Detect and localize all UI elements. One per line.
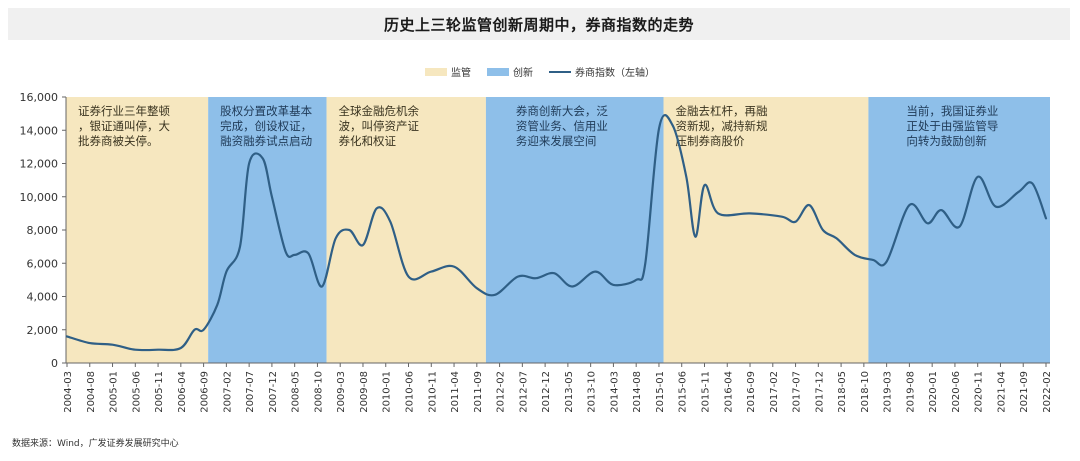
legend-label: 监管 — [451, 68, 471, 79]
regulation-band — [66, 97, 209, 363]
x-tick-label: 2017-07 — [792, 371, 803, 413]
x-tick-label: 2011-09 — [473, 371, 484, 413]
legend-item-regulation: 监管 — [425, 64, 471, 79]
x-tick-label: 2013-10 — [587, 371, 598, 413]
x-tick-label: 2012-07 — [518, 371, 529, 413]
x-tick-label: 2007-12 — [268, 371, 279, 413]
line-chart: 证券行业三年整顿，银证通叫停，大批券商被关停。 股权分置改革基本完成，创设权证，融… — [20, 91, 1054, 413]
chart-title-bar: 历史上三轮监管创新周期中，券商指数的走势 — [8, 8, 1070, 40]
legend-item-index: 券商指数（左轴） — [549, 64, 655, 79]
x-tick-label: 2012-02 — [496, 371, 507, 413]
x-tick-label: 2015-01 — [655, 371, 666, 413]
y-tick-label: 6,000 — [27, 257, 59, 270]
legend-item-innovation: 创新 — [487, 64, 533, 79]
innovation-band — [208, 97, 327, 363]
x-tick-label: 2010-11 — [427, 371, 438, 413]
period-bands — [66, 97, 1050, 363]
innovation-band — [485, 97, 664, 363]
y-tick-label: 10,000 — [20, 191, 59, 204]
y-tick-label: 4,000 — [27, 291, 59, 304]
period-note: 股权分置改革基本完成，创设权证，融资融券试点启动 — [220, 104, 312, 148]
x-tick-label: 2016-04 — [723, 371, 734, 413]
y-tick-label: 16,000 — [20, 91, 59, 104]
chart-legend: 监管 创新 券商指数（左轴） — [0, 64, 1080, 79]
x-tick-label: 2017-02 — [769, 371, 780, 413]
x-tick-label: 2004-08 — [86, 371, 97, 413]
x-tick-label: 2017-12 — [814, 371, 825, 413]
y-tick-label: 8,000 — [27, 224, 59, 237]
regulation-swatch-icon — [425, 67, 447, 76]
x-tick-label: 2019-08 — [905, 371, 916, 413]
x-tick-label: 2012-12 — [541, 371, 552, 413]
period-note: 证券行业三年整顿，银证通叫停，大批券商被关停。 — [78, 104, 170, 148]
x-tick-label: 2006-09 — [200, 371, 211, 413]
period-note: 券商创新大会，泛资管业务、信用业务迎来发展空间 — [516, 104, 608, 148]
x-tick-label: 2007-07 — [245, 371, 256, 413]
x-tick-label: 2018-10 — [860, 371, 871, 413]
legend-label: 券商指数（左轴） — [575, 68, 655, 79]
x-tick-label: 2021-09 — [1019, 371, 1030, 413]
broker-index-line — [65, 114, 1048, 352]
x-tick-label: 2021-04 — [996, 371, 1007, 413]
x-tick-label: 2020-06 — [951, 371, 962, 413]
x-tick-label: 2006-04 — [177, 371, 188, 413]
x-tick-label: 2013-05 — [564, 371, 575, 413]
axes: 0 2,000 4,000 6,000 8,000 10,000 12,000 14,000 1… — [20, 91, 1054, 413]
y-tick-label: 12,000 — [20, 158, 59, 171]
chart-title: 历史上三轮监管创新周期中，券商指数的走势 — [383, 15, 694, 34]
x-tick-label: 2019-03 — [883, 371, 894, 413]
x-tick-label: 2016-09 — [746, 371, 757, 413]
x-tick-label: 2014-03 — [609, 371, 620, 413]
y-tick-label: 0 — [51, 357, 58, 370]
x-tick-label: 2005-01 — [109, 371, 120, 413]
x-tick-label: 2010-01 — [382, 371, 393, 413]
x-tick-label: 2004-03 — [63, 371, 74, 413]
x-tick-label: 2009-08 — [359, 371, 370, 413]
x-tick-label: 2005-06 — [131, 371, 142, 413]
x-tick-label: 2011-04 — [450, 371, 461, 413]
x-tick-label: 2020-01 — [928, 371, 939, 413]
legend-label: 创新 — [513, 68, 533, 79]
data-source-note: 数据来源：Wind，广发证券发展研究中心 — [12, 439, 179, 449]
x-tick-label: 2005-11 — [154, 371, 165, 413]
x-tick-label: 2008-05 — [291, 371, 302, 413]
line-swatch-icon — [549, 70, 571, 73]
x-tick-label: 2015-11 — [700, 371, 711, 413]
x-tick-label: 2018-05 — [837, 371, 848, 413]
innovation-swatch-icon — [487, 67, 509, 76]
x-tick-label: 2020-11 — [974, 371, 985, 413]
y-tick-label: 2,000 — [27, 324, 59, 337]
x-tick-label: 2008-10 — [313, 371, 324, 413]
period-note: 当前，我国证券业正处于由强监管导向转为鼓励创新 — [906, 104, 998, 148]
x-tick-label: 2022-02 — [1042, 371, 1053, 413]
x-tick-label: 2009-03 — [336, 371, 347, 413]
period-annotations: 证券行业三年整顿，银证通叫停，大批券商被关停。 股权分置改革基本完成，创设权证，融… — [78, 104, 998, 148]
regulation-band — [326, 97, 486, 363]
x-tick-label: 2014-08 — [632, 371, 643, 413]
x-tick-label: 2015-06 — [678, 371, 689, 413]
x-tick-label: 2007-02 — [222, 371, 233, 413]
period-note: 全球金融危机余波，叫停资产证券化和权证 — [339, 104, 420, 148]
y-tick-label: 14,000 — [20, 124, 59, 137]
period-note: 金融去杠杆，再融资新规，减持新规压制券商股价 — [676, 104, 768, 148]
x-tick-label: 2010-06 — [405, 371, 416, 413]
